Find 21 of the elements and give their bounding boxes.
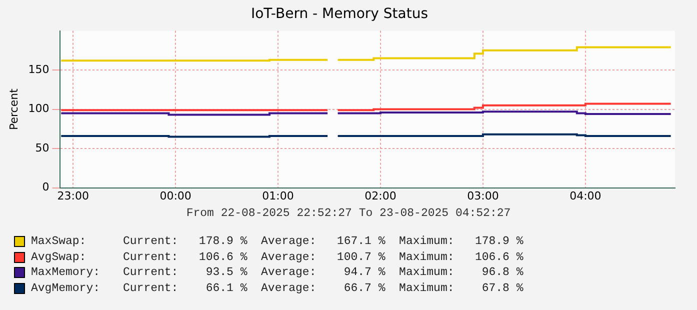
x-tick-label: 04:00 xyxy=(570,189,602,202)
x-tick-label: 23:00 xyxy=(57,189,89,202)
legend-label: AvgMemory: xyxy=(31,282,102,295)
x-tick-label: 01:00 xyxy=(262,189,294,202)
x-tick-label: 03:00 xyxy=(467,189,499,202)
y-tick-label: 150 xyxy=(28,62,50,76)
y-axis-title: Percent xyxy=(7,88,20,130)
legend-label: AvgSwap: xyxy=(31,250,88,264)
y-tick-label: 50 xyxy=(35,141,50,154)
text: Current: 106.6 % Average: 100.7 % Maximum: 106.6 % xyxy=(123,250,524,264)
text: Current: 178.9 % Average: 167.1 % Maximum: 178.9 % xyxy=(123,235,524,248)
legend-label: MaxMemory: xyxy=(31,266,102,280)
text: Current: 66.1 % Average: 66.7 % Maximum: 67.8 % xyxy=(123,282,524,295)
legend-label: MaxSwap: xyxy=(31,235,88,248)
x-tick-label: 02:00 xyxy=(364,189,396,202)
y-tick-label: 0 xyxy=(42,180,50,194)
text: Current: 93.5 % Average: 94.7 % Maximum: 96.8 % xyxy=(123,266,524,280)
x-tick-label: 00:00 xyxy=(160,189,192,202)
chart-title: IoT-Bern - Memory Status xyxy=(250,6,428,22)
text: From 22-08-2025 22:52:27 To 23-08-2025 04:52:27 xyxy=(185,207,512,220)
y-tick-label: 100 xyxy=(28,102,50,116)
